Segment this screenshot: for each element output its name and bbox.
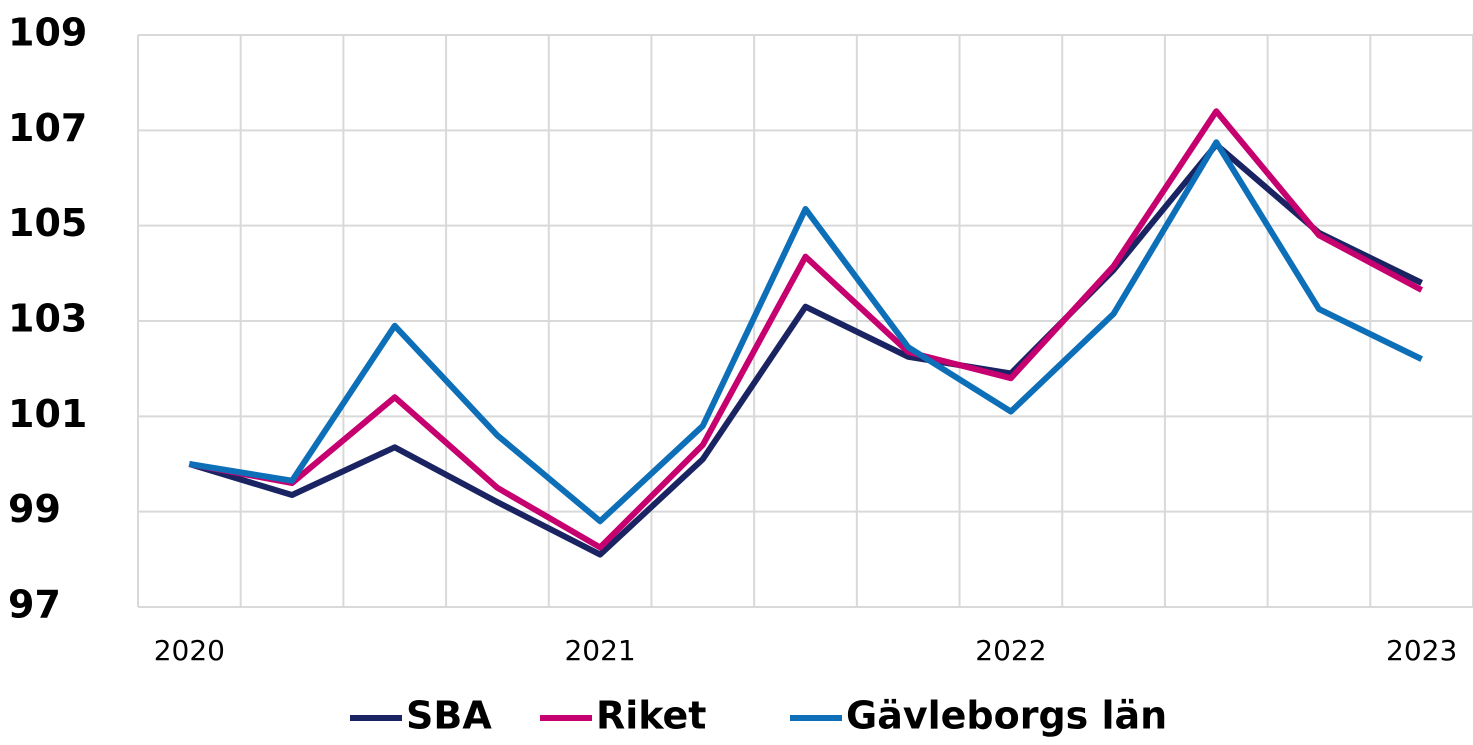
y-tick-label: 97 (8, 583, 61, 627)
y-tick-label: 101 (8, 392, 87, 436)
x-tick-label: 2022 (975, 634, 1046, 667)
legend-label: Riket (596, 694, 706, 738)
y-tick-label: 107 (8, 106, 87, 150)
y-tick-label: 109 (8, 11, 87, 55)
legend-label: SBA (406, 694, 492, 738)
y-tick-label: 99 (8, 487, 61, 531)
x-tick-label: 2020 (154, 634, 225, 667)
y-tick-label: 105 (8, 201, 87, 245)
y-tick-label: 103 (8, 297, 87, 341)
series-line (188, 139, 1423, 525)
x-tick-label: 2023 (1386, 634, 1457, 667)
x-tick-label: 2021 (564, 634, 635, 667)
legend-label: Gävleborgs län (846, 694, 1167, 738)
series-line (188, 108, 1424, 551)
